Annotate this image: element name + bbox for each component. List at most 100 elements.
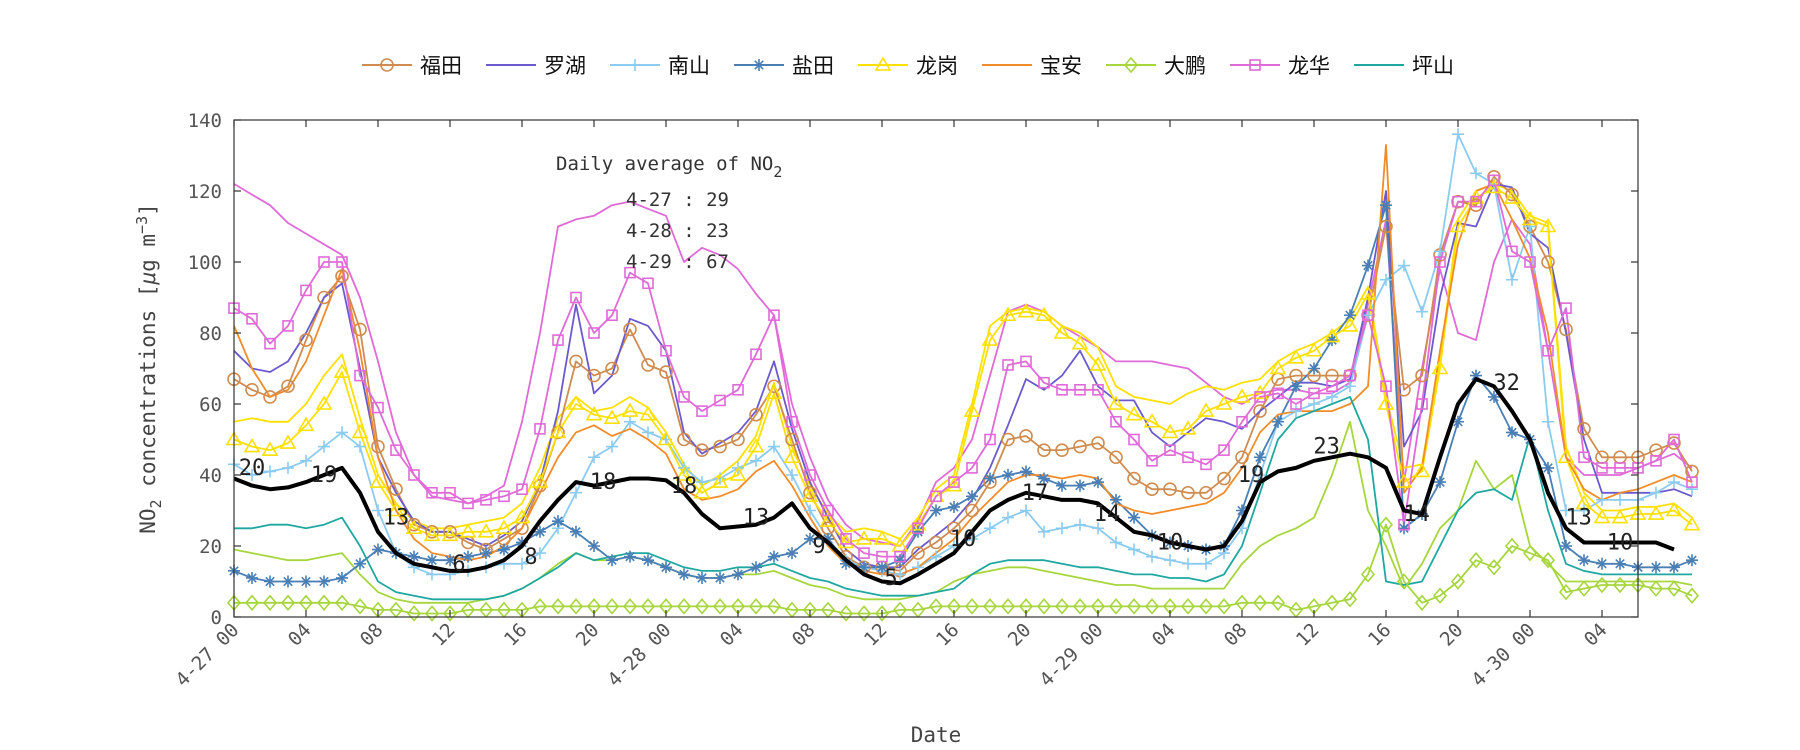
y-axis-title: NO2 concentrations [μg m−3] <box>133 203 165 534</box>
data-point <box>804 469 816 481</box>
y-axis-title-part: μ <box>136 272 160 286</box>
data-point <box>1092 383 1104 396</box>
data-point <box>1504 537 1520 555</box>
y-axis-title-part: ] <box>136 203 160 216</box>
data-point <box>1179 420 1197 435</box>
data-point <box>1415 368 1429 383</box>
data-point <box>369 473 387 488</box>
data-point <box>732 568 744 581</box>
data-point <box>876 561 888 574</box>
data-point <box>804 532 816 545</box>
data-point <box>747 438 765 453</box>
data-point <box>1125 406 1143 421</box>
data-point <box>333 363 351 378</box>
data-point <box>1272 387 1284 400</box>
series-line-5 <box>233 144 1693 576</box>
data-point <box>642 554 654 567</box>
data-point <box>894 554 906 567</box>
x-tick-label: 04 <box>284 619 316 651</box>
data-point <box>351 423 369 439</box>
data-point <box>945 477 963 492</box>
data-point <box>1038 472 1050 485</box>
data-point <box>1254 469 1266 481</box>
data-point <box>1542 344 1554 357</box>
data-point <box>408 469 420 481</box>
data-point <box>1272 415 1284 428</box>
data-point <box>407 517 421 532</box>
x-tick-label: 20 <box>1436 619 1468 651</box>
average-label: 17 <box>1022 481 1049 506</box>
average-label: 19 <box>1238 463 1265 488</box>
data-point <box>1650 561 1662 574</box>
data-point <box>731 432 745 447</box>
data-point <box>1596 557 1608 570</box>
data-point <box>657 430 675 446</box>
data-point <box>1344 369 1356 382</box>
data-point <box>1396 573 1412 590</box>
data-point <box>1110 536 1122 549</box>
data-point <box>1074 479 1086 492</box>
data-point <box>498 490 510 503</box>
data-point <box>1180 598 1196 615</box>
data-point <box>963 402 981 417</box>
data-point <box>1539 217 1557 233</box>
data-point <box>1216 598 1232 615</box>
data-point <box>1452 195 1464 208</box>
data-point <box>1215 395 1233 410</box>
data-point <box>1486 559 1502 576</box>
data-point <box>1054 598 1070 615</box>
data-point <box>1614 493 1626 506</box>
y-axis-title-part: g m <box>136 234 160 272</box>
data-point <box>315 395 333 410</box>
average-label: 18 <box>590 470 617 495</box>
average-label: 32 <box>1493 371 1520 396</box>
data-point <box>477 523 495 538</box>
data-point <box>480 547 492 560</box>
data-point <box>1434 476 1446 489</box>
data-point <box>245 382 259 397</box>
data-point <box>1378 516 1394 533</box>
data-point <box>660 344 672 357</box>
data-point <box>750 348 762 361</box>
data-point <box>1252 594 1268 612</box>
data-point <box>1056 522 1068 535</box>
average-label: 18 <box>671 474 698 499</box>
data-point <box>1559 322 1573 337</box>
data-point <box>712 598 728 615</box>
x-axis-title: Date <box>911 723 962 747</box>
data-point <box>1035 306 1053 322</box>
data-point <box>549 423 567 439</box>
data-point <box>930 504 942 517</box>
data-point <box>1128 433 1140 446</box>
data-point <box>639 406 657 421</box>
data-point <box>1236 504 1248 517</box>
data-point <box>318 440 330 453</box>
y-axis-title-part: 2 <box>147 499 165 508</box>
data-point <box>550 598 566 615</box>
legend-swatch-marker <box>874 56 892 71</box>
data-point <box>1235 450 1249 465</box>
data-point <box>585 406 603 421</box>
data-point <box>624 266 636 279</box>
data-point <box>1092 522 1104 535</box>
data-point <box>423 526 441 542</box>
data-point <box>965 503 979 518</box>
series-markers-2 <box>228 128 1698 581</box>
data-point <box>1341 317 1359 332</box>
data-point <box>1434 245 1446 258</box>
data-point <box>1108 598 1124 615</box>
data-point <box>749 407 763 422</box>
data-point <box>1398 522 1410 535</box>
data-point <box>1290 398 1302 410</box>
legend-item: 盐田 <box>734 54 834 78</box>
data-point <box>534 547 546 560</box>
data-point <box>1110 493 1122 506</box>
data-point <box>801 487 819 503</box>
data-point <box>1470 369 1482 382</box>
x-tick-label: 08 <box>356 619 388 651</box>
data-point <box>1200 557 1212 570</box>
extra-line-2 <box>233 420 1693 604</box>
data-point <box>640 598 656 615</box>
data-point <box>1541 255 1555 269</box>
plot-frame <box>233 119 1639 618</box>
